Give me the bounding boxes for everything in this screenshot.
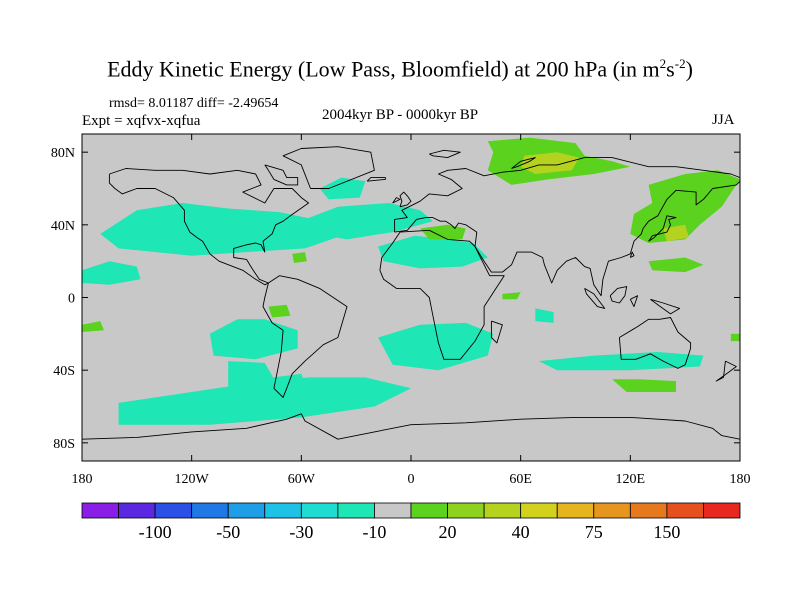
- y-tick-label-4: 80S: [53, 437, 75, 452]
- axis-ticks: 180 120W 60W 0 60E 120E 180 80N 40N 0 40S 80S: [51, 134, 751, 487]
- coastline-12: [584, 288, 606, 309]
- colorbar-box-9: [410, 502, 448, 519]
- coastline-19: [264, 164, 299, 186]
- colorbar-box-6: [300, 502, 339, 519]
- x-tick-label-5: 120E: [616, 472, 646, 487]
- x-tick-label-1: 120W: [175, 472, 210, 487]
- coastline-11: [629, 251, 635, 258]
- title-mid: s: [666, 56, 675, 82]
- coastline-17: [490, 320, 503, 344]
- anomaly-region-8: [228, 361, 280, 398]
- y-tick-label-0: 80N: [51, 146, 75, 161]
- x-tick-label-0: 180: [72, 472, 93, 487]
- colorbar-label-7: 150: [653, 522, 680, 542]
- anomaly-region-2: [305, 203, 433, 240]
- coastline-layer: [82, 146, 740, 440]
- colorbar-box-16: [666, 502, 704, 519]
- chart-title: Eddy Kinetic Energy (Low Pass, Bloomfiel…: [0, 56, 800, 82]
- season-label: JJA: [712, 112, 735, 128]
- colorbar-box-7: [337, 502, 375, 519]
- colorbar-box-11: [483, 502, 522, 519]
- anomaly-region-1: [82, 261, 141, 285]
- anomaly-layer: [82, 137, 740, 425]
- anomaly-region-3: [319, 177, 366, 200]
- stats-label: rmsd= 8.01187 diff= -2.49654: [109, 96, 279, 111]
- coastline-0: [108, 168, 310, 286]
- colorbar-box-0: [81, 502, 119, 519]
- x-tick-label-2: 60W: [288, 472, 316, 487]
- y-tick-label-2: 0: [68, 292, 75, 307]
- coastline-4: [394, 157, 740, 233]
- title-sup-2: -2: [674, 56, 686, 71]
- coastline-1: [282, 146, 375, 189]
- anomaly-region-15: [268, 304, 291, 318]
- title-sup-1: 2: [659, 56, 667, 71]
- colorbar: -100 -50 -30 -10 20 40 75 150: [81, 502, 741, 542]
- colorbar-label-5: 40: [512, 522, 530, 542]
- coastline-16: [715, 360, 737, 382]
- coastline-9: [618, 317, 692, 369]
- colorbar-label-4: 20: [439, 522, 457, 542]
- experiment-label: Expt = xqfvx-xqfua: [82, 113, 201, 129]
- colorbar-box-5: [264, 502, 302, 519]
- anomaly-region-19: [648, 257, 704, 273]
- anomaly-region-16: [292, 252, 307, 263]
- anomaly-region-4: [378, 235, 488, 269]
- y-tick-label-1: 40N: [51, 219, 75, 234]
- anomaly-region-23: [663, 224, 689, 242]
- coastline-21: [429, 149, 461, 159]
- colorbar-box-12: [520, 502, 558, 519]
- period-label: 2004kyr BP - 0000kyr BP: [322, 107, 479, 123]
- colorbar-label-6: 75: [585, 522, 603, 542]
- x-tick-label-6: 180: [730, 472, 751, 487]
- x-tick-label-4: 60E: [509, 472, 532, 487]
- coastline-6: [399, 191, 412, 208]
- colorbar-box-15: [629, 502, 668, 519]
- colorbar-box-8: [374, 502, 412, 519]
- colorbar-box-3: [191, 502, 229, 519]
- coastline-18: [82, 413, 740, 440]
- anomaly-region-17: [82, 321, 104, 332]
- x-tick-label-3: 0: [408, 472, 415, 487]
- coastline-13: [609, 286, 628, 304]
- title-main: Eddy Kinetic Energy (Low Pass, Bloomfiel…: [107, 56, 660, 82]
- colorbar-box-14: [593, 502, 631, 519]
- colorbar-box-1: [118, 502, 156, 519]
- anomaly-region-0: [100, 203, 342, 256]
- colorbar-box-4: [227, 502, 266, 519]
- coastline-2: [262, 275, 348, 398]
- anomaly-region-5: [209, 319, 298, 360]
- colorbar-label-2: -30: [289, 522, 313, 542]
- coastline-20: [511, 157, 536, 169]
- colorbar-box-13: [556, 502, 595, 519]
- anomaly-region-18: [502, 292, 521, 300]
- colorbar-box-17: [703, 502, 741, 519]
- coastline-14: [629, 295, 639, 308]
- anomaly-region-7: [118, 377, 411, 425]
- colorbar-label-0: -100: [139, 522, 172, 542]
- colorbar-label-3: -10: [362, 522, 386, 542]
- colorbar-label-1: -50: [216, 522, 240, 542]
- coastline-10: [648, 215, 677, 242]
- colorbar-box-10: [447, 502, 485, 519]
- coastline-3: [379, 229, 505, 360]
- anomaly-region-6: [378, 322, 494, 371]
- title-end: ): [685, 56, 693, 82]
- y-tick-label-3: 40S: [53, 364, 75, 379]
- anomaly-region-20: [612, 379, 676, 392]
- anomaly-region-9: [268, 373, 311, 411]
- anomaly-region-10: [538, 352, 704, 371]
- colorbar-box-2: [154, 502, 193, 519]
- coastline-7: [392, 197, 401, 204]
- anomaly-region-11: [535, 308, 554, 323]
- coastline-5: [394, 180, 740, 297]
- coastline-15: [650, 298, 681, 315]
- anomaly-region-21: [730, 333, 740, 342]
- coastline-8: [366, 177, 386, 182]
